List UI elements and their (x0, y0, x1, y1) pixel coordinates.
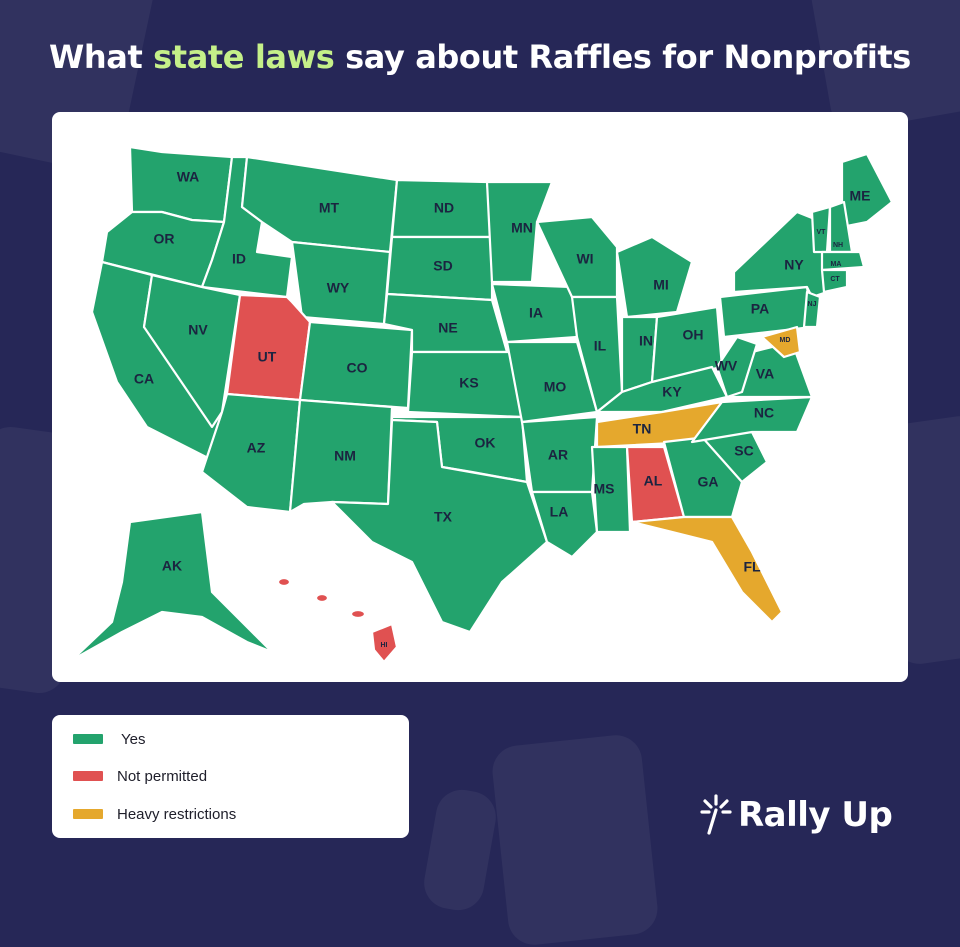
state-MS (590, 445, 632, 534)
page-title: What state laws say about Raffles for No… (49, 38, 911, 76)
state-MI (615, 235, 694, 319)
label-MO: MO (544, 379, 567, 395)
label-PA: PA (751, 301, 769, 317)
label-IN: IN (639, 333, 653, 349)
legend-swatch-heavy-restrictions (73, 809, 103, 819)
state-NC (690, 395, 814, 444)
label-CO: CO (347, 360, 368, 376)
sparkle-wand-icon (700, 794, 732, 835)
label-IA: IA (529, 305, 543, 321)
label-IL: IL (594, 338, 607, 354)
label-VT: VT (817, 229, 827, 236)
label-ID: ID (232, 251, 246, 267)
label-VA: VA (756, 366, 774, 382)
map-card: WA OR CA ID NV MT WY UT CO AZ NM ND SD N… (52, 112, 908, 682)
label-WI: WI (576, 251, 593, 267)
label-MD: MD (780, 337, 791, 344)
state-LA (530, 490, 599, 559)
legend-item-yes: Yes (73, 729, 145, 749)
label-CA: CA (134, 371, 154, 387)
label-MA: MA (831, 261, 842, 268)
us-map: WA OR CA ID NV MT WY UT CO AZ NM ND SD N… (70, 145, 894, 664)
label-ME: ME (850, 188, 871, 204)
label-CT: CT (830, 276, 840, 283)
label-KY: KY (662, 384, 682, 400)
label-SC: SC (734, 443, 753, 459)
label-FL: FL (743, 559, 761, 575)
label-MN: MN (511, 220, 533, 236)
state-WV (715, 335, 759, 399)
state-NJ (802, 290, 822, 329)
label-NM: NM (334, 448, 356, 464)
background-shape (489, 732, 661, 947)
label-NV: NV (188, 322, 208, 338)
label-NY: NY (784, 257, 804, 273)
state-MA (820, 250, 866, 272)
label-WA: WA (177, 169, 200, 185)
legend-label-yes: Yes (121, 730, 146, 748)
rallyup-logo: Rally Up (700, 790, 920, 840)
state-AK (70, 510, 274, 662)
label-AR: AR (548, 447, 568, 463)
legend-label-not-permitted: Not permitted (117, 767, 208, 785)
legend-label-heavy-restrictions: Heavy restrictions (117, 805, 237, 823)
label-NH: NH (833, 242, 843, 249)
state-MD (760, 325, 802, 359)
label-AL: AL (644, 473, 663, 489)
label-AK: AK (162, 558, 182, 574)
label-KS: KS (459, 375, 478, 391)
title-highlight: state laws (153, 38, 335, 76)
state-WI (535, 215, 619, 299)
legend: Yes Not permitted Heavy restrictions (52, 715, 409, 838)
label-OH: OH (683, 327, 704, 343)
label-ND: ND (434, 200, 454, 216)
label-WY: WY (327, 280, 350, 296)
state-MN (485, 180, 554, 284)
state-UT (225, 293, 312, 402)
label-NE: NE (438, 320, 457, 336)
label-NC: NC (754, 405, 774, 421)
label-NJ: NJ (808, 301, 817, 308)
legend-swatch-yes (73, 734, 103, 744)
legend-item-heavy-restrictions: Heavy restrictions (73, 804, 236, 824)
label-GA: GA (698, 474, 719, 490)
label-OR: OR (154, 231, 175, 247)
label-LA: LA (550, 504, 569, 520)
state-NY (732, 210, 829, 299)
legend-item-not-permitted: Not permitted (73, 766, 207, 786)
label-OK: OK (475, 435, 496, 451)
label-TX: TX (434, 509, 453, 525)
label-AZ: AZ (247, 440, 266, 456)
logo-text: Rally Up (738, 795, 893, 835)
label-SD: SD (433, 258, 452, 274)
state-HI (276, 576, 399, 664)
label-UT: UT (258, 349, 277, 365)
legend-swatch-not-permitted (73, 771, 103, 781)
state-TX (330, 418, 549, 634)
label-MI: MI (653, 277, 669, 293)
label-WV: WV (715, 358, 738, 374)
background-shape (420, 785, 500, 915)
label-HI: HI (381, 642, 388, 649)
label-MS: MS (594, 481, 615, 497)
state-CT (820, 268, 849, 294)
label-TN: TN (633, 421, 652, 437)
label-MT: MT (319, 200, 340, 216)
state-FL (630, 515, 784, 624)
